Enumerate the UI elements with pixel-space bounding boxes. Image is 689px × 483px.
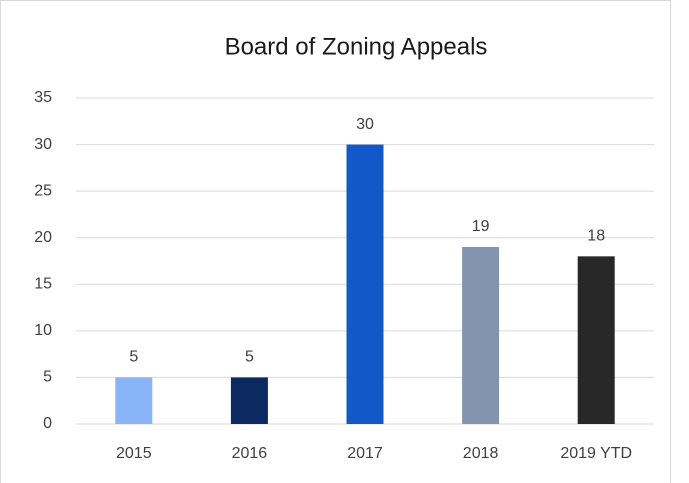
bar <box>346 144 384 425</box>
x-tick-label: 2017 <box>347 445 383 462</box>
y-tick-label: 35 <box>34 89 52 106</box>
x-tick-label: 2015 <box>116 445 152 462</box>
chart-title: Board of Zoning Appeals <box>225 33 488 60</box>
data-label: 5 <box>129 349 138 366</box>
x-tick-label: 2019 YTD <box>560 445 632 462</box>
bar <box>230 377 268 424</box>
y-tick-label: 5 <box>43 369 52 386</box>
bar <box>577 256 615 424</box>
data-label: 18 <box>587 228 605 245</box>
x-tick-label: 2016 <box>232 445 268 462</box>
y-tick-label: 15 <box>34 276 52 293</box>
y-tick-label: 20 <box>34 229 52 246</box>
chart-border <box>0 0 671 483</box>
bar <box>115 377 153 424</box>
y-tick-label: 30 <box>34 136 52 153</box>
y-tick-label: 10 <box>34 322 52 339</box>
data-label: 19 <box>472 218 490 235</box>
bar <box>462 247 500 424</box>
data-label: 30 <box>356 116 374 133</box>
data-label: 5 <box>245 349 254 366</box>
y-tick-label: 0 <box>43 415 52 432</box>
y-tick-label: 25 <box>34 182 52 199</box>
x-tick-label: 2018 <box>463 445 499 462</box>
